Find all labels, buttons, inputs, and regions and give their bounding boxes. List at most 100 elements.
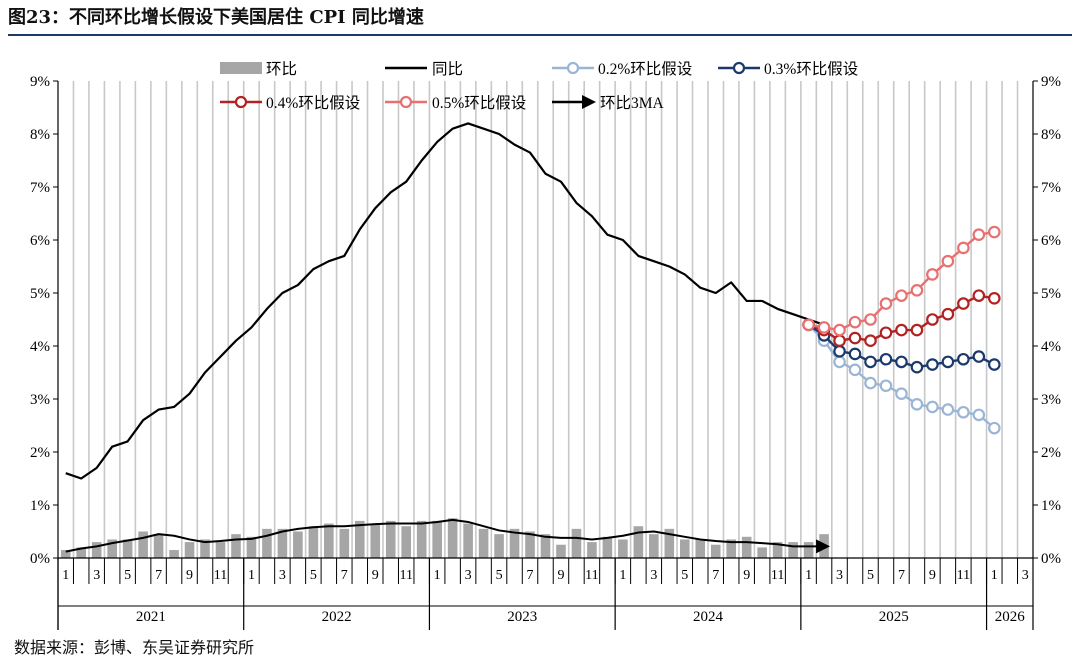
mom-bar	[262, 528, 272, 558]
mom-bar	[122, 539, 133, 558]
mom-bar	[432, 520, 442, 558]
mom-bar	[525, 531, 535, 558]
x-tick-label: 11	[214, 568, 227, 583]
legend-label-s04: 0.4%环比假设	[266, 94, 360, 112]
s02-marker	[972, 408, 986, 422]
y2-tick-label: 9%	[1041, 74, 1061, 90]
title-divider	[8, 34, 1072, 36]
y-tick-label: 6%	[30, 233, 50, 249]
s04-marker	[833, 334, 846, 347]
x-tick-label: 3	[93, 568, 100, 583]
s02-marker	[988, 421, 1001, 435]
y2-tick-label: 0%	[1041, 551, 1061, 567]
x-tick-label: 9	[929, 568, 936, 583]
chart-title: 图23：不同环比增长假设下美国居住 CPI 同比增速	[8, 7, 424, 28]
mom-bar	[169, 550, 179, 558]
mom-bar	[76, 547, 87, 558]
legend-ma3-arrowhead	[582, 95, 596, 109]
y2-tick-label: 5%	[1041, 286, 1061, 302]
mom-bar	[293, 531, 303, 558]
s05-marker	[972, 228, 986, 241]
s02-marker	[957, 405, 970, 419]
s02-marker	[895, 387, 908, 400]
s03-marker	[926, 358, 939, 371]
mom-bar	[602, 536, 613, 558]
year-label: 2022	[322, 609, 352, 625]
s05-marker	[895, 289, 908, 302]
s03-marker	[910, 360, 924, 374]
s04-marker	[895, 323, 908, 337]
y-tick-label: 2%	[30, 445, 50, 461]
s04-marker	[941, 307, 955, 321]
mom-bar	[447, 518, 458, 558]
mom-bar	[478, 528, 489, 558]
s04-marker	[864, 334, 877, 347]
s02-marker	[941, 403, 955, 416]
mom-bar	[509, 528, 520, 558]
ma3-arrowhead	[816, 539, 831, 554]
mom-bar	[184, 542, 195, 558]
s03-marker	[864, 355, 877, 369]
x-tick-label: 1	[991, 568, 998, 583]
mom-bar	[354, 520, 365, 558]
mom-bar	[649, 534, 659, 558]
mom-bar	[556, 544, 566, 558]
x-tick-label: 7	[341, 568, 348, 583]
s03-marker	[833, 344, 846, 358]
s04-marker	[988, 291, 1001, 305]
x-tick-label: 9	[557, 568, 564, 583]
s05-marker	[817, 321, 831, 334]
mom-bar	[757, 547, 767, 558]
mom-bar	[664, 528, 675, 558]
y2-tick-label: 4%	[1041, 339, 1061, 355]
mom-bar	[463, 523, 473, 558]
y2-tick-label: 1%	[1041, 498, 1061, 514]
legend-s04-marker	[234, 95, 248, 109]
s03-marker	[957, 352, 970, 366]
s03-marker	[988, 358, 1001, 371]
x-tick-label: 11	[957, 568, 970, 583]
y-tick-label: 1%	[30, 498, 50, 514]
y2-tick-label: 3%	[1041, 392, 1061, 408]
x-tick-label: 9	[743, 568, 750, 583]
y2-tick-label: 2%	[1041, 445, 1061, 461]
y-tick-label: 7%	[30, 180, 50, 196]
legend-label-s02: 0.2%环比假设	[598, 60, 692, 78]
s02-marker	[833, 355, 846, 369]
x-tick-label: 7	[898, 568, 905, 583]
chart-title-row: 图23：不同环比增长假设下美国居住 CPI 同比增速	[8, 4, 1072, 34]
x-tick-label: 3	[836, 568, 843, 583]
mom-bar	[200, 539, 210, 558]
s04-marker	[972, 289, 986, 302]
s04-marker	[879, 326, 893, 340]
x-tick-label: 3	[279, 568, 286, 583]
s05-marker	[941, 254, 955, 268]
mom-bar	[401, 526, 412, 558]
mom-bar	[107, 539, 117, 558]
series-lines	[65, 122, 1001, 554]
s04-marker	[926, 313, 939, 326]
mom-bar	[277, 528, 288, 558]
mom-bar	[91, 542, 102, 558]
x-tick-label: 11	[771, 568, 784, 583]
mom-bar	[803, 542, 814, 558]
s05-marker	[926, 268, 939, 281]
s05-marker	[910, 284, 924, 297]
s03-marker	[941, 355, 955, 369]
s05-marker	[988, 225, 1001, 239]
x-tick-label: 11	[399, 568, 412, 583]
y-tick-label: 8%	[30, 127, 50, 143]
source-note: 数据来源：彭博、东吴证券研究所	[14, 638, 255, 657]
line-chart: 0% 0% 1% 1% 2% 2% 3% 3% 4% 4% 5% 5% 6% 6% 7% 7% 8% 8% 9% 9%…	[30, 60, 1061, 630]
y-tick-label: 3%	[30, 392, 50, 408]
mom-bar	[138, 531, 148, 558]
s04-marker	[848, 331, 862, 345]
x-tick-label: 9	[372, 568, 379, 583]
mom-bar	[587, 542, 597, 558]
mom-bar	[308, 526, 319, 558]
year-label: 2026	[995, 609, 1026, 625]
x-tick-label: 1	[805, 568, 812, 583]
x-tick-label: 5	[496, 568, 503, 583]
y2-tick-label: 8%	[1041, 127, 1061, 143]
y-tick-label: 4%	[30, 339, 50, 355]
